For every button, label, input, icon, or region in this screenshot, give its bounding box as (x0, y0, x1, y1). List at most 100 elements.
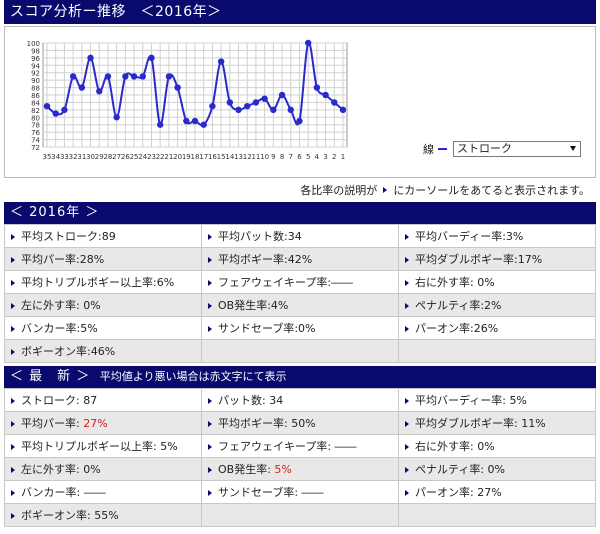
stat-value: 27% (477, 486, 502, 499)
x-tick-label: 25 (130, 153, 139, 161)
arrow-right-icon[interactable] (11, 280, 15, 286)
y-tick-label: 76 (31, 129, 40, 137)
arrow-right-icon[interactable] (11, 421, 15, 427)
table-row: ボギーオン率: 55% (4, 503, 596, 527)
stat-cell: 平均バーディー率: 5% (398, 388, 596, 412)
stat-cell (201, 503, 399, 527)
line-select[interactable]: ストローク (453, 141, 581, 157)
stat-value: 0% (487, 463, 505, 476)
arrow-right-icon[interactable] (208, 234, 212, 240)
stat-label: 平均トリプルボギー以上率: (21, 440, 161, 453)
x-tick-label: 20 (173, 153, 182, 161)
arrow-right-icon[interactable] (405, 280, 409, 286)
x-tick-label: 28 (103, 153, 112, 161)
arrow-right-icon[interactable] (11, 513, 15, 519)
stat-text: パーオン率:26% (415, 322, 499, 335)
stat-text: ボギーオン率:46% (21, 345, 116, 358)
arrow-right-icon[interactable] (405, 303, 409, 309)
table-row: 平均トリプルボギー以上率:6% フェアウェイキープ率:―― 右に外す率: 0% (4, 270, 596, 294)
stat-text: ペナルティ率:2% (415, 299, 502, 312)
stat-cell (398, 503, 596, 527)
arrow-right-icon[interactable] (405, 326, 409, 332)
x-tick-label: 15 (217, 153, 226, 161)
arrow-right-icon[interactable] (11, 303, 15, 309)
stat-cell: 左に外す率: 0% (4, 457, 202, 481)
x-tick-label: 9 (271, 153, 275, 161)
x-tick-label: 18 (191, 153, 200, 161)
arrow-right-icon[interactable] (405, 444, 409, 450)
arrow-right-icon[interactable] (405, 467, 409, 473)
arrow-right-icon[interactable] (405, 257, 409, 263)
y-tick-label: 86 (31, 92, 40, 100)
stat-cell: ペナルティ率: 0% (398, 457, 596, 481)
stat-text: 平均ボギー率:42% (218, 253, 313, 266)
data-point (87, 54, 94, 62)
section-latest-title: ＜ 最 新 ＞ (10, 369, 91, 384)
arrow-right-icon[interactable] (405, 398, 409, 404)
x-tick-label: 30 (86, 153, 95, 161)
stat-cell (201, 339, 399, 363)
stat-cell: 右に外す率: 0% (398, 434, 596, 458)
x-tick-label: 31 (77, 153, 86, 161)
x-tick-label: 8 (280, 153, 284, 161)
stat-cell: OB発生率:4% (201, 293, 399, 317)
table-row: ボギーオン率:46% (4, 339, 596, 363)
arrow-right-icon[interactable] (208, 326, 212, 332)
arrow-right-icon[interactable] (208, 467, 212, 473)
data-point (322, 91, 329, 99)
arrow-right-icon[interactable] (405, 490, 409, 496)
stat-cell: 平均トリプルボギー以上率: 5% (4, 434, 202, 458)
help-note-before: 各比率の説明が (300, 184, 378, 197)
arrow-right-icon[interactable] (11, 349, 15, 355)
y-tick-label: 90 (31, 77, 40, 85)
table-row: ストローク: 87 パット数: 34 平均バーディー率: 5% (4, 388, 596, 412)
stats-table-latest: ストローク: 87 パット数: 34 平均バーディー率: 5% 平均パー率: 27% 平… (4, 388, 596, 527)
arrow-right-icon[interactable] (11, 398, 15, 404)
stat-label: ストローク: (21, 394, 84, 407)
x-tick-label: 35 (43, 153, 52, 161)
y-tick-label: 100 (27, 40, 40, 48)
chevron-down-icon (570, 146, 576, 151)
stat-cell: OB発生率: 5% (201, 457, 399, 481)
stat-text: OB発生率:4% (218, 299, 289, 312)
arrow-right-icon[interactable] (405, 234, 409, 240)
x-tick-label: 12 (243, 153, 252, 161)
stat-text: バンカー率:5% (21, 322, 98, 335)
data-point (113, 114, 120, 121)
arrow-right-icon[interactable] (11, 444, 15, 450)
stat-cell: ストローク: 87 (4, 388, 202, 412)
stat-text: 右に外す率: 0% (415, 276, 495, 289)
x-tick-label: 14 (225, 153, 234, 161)
arrow-right-icon[interactable] (11, 467, 15, 473)
data-point (270, 106, 277, 114)
arrow-right-icon[interactable] (11, 234, 15, 240)
stat-value: 5% (160, 440, 178, 453)
stat-cell: 平均ボギー率: 50% (201, 411, 399, 435)
y-tick-label: 94 (31, 62, 40, 70)
arrow-right-icon[interactable] (208, 398, 212, 404)
arrow-right-icon[interactable] (11, 257, 15, 263)
data-point (287, 106, 294, 114)
stat-cell: パット数: 34 (201, 388, 399, 412)
arrow-right-icon[interactable] (208, 490, 212, 496)
arrow-right-icon[interactable] (208, 257, 212, 263)
arrow-right-icon[interactable] (11, 326, 15, 332)
y-tick-label: 82 (31, 107, 40, 115)
stat-cell: 平均パー率: 27% (4, 411, 202, 435)
arrow-right-icon[interactable] (208, 421, 212, 427)
stat-label: 平均ダブルボギー率: (415, 417, 522, 430)
table-row: 平均パー率:28% 平均ボギー率:42% 平均ダブルボギー率:17% (4, 247, 596, 271)
data-point (191, 117, 199, 125)
x-tick-label: 4 (315, 153, 320, 161)
arrow-right-icon[interactable] (11, 490, 15, 496)
y-tick-label: 72 (31, 144, 40, 152)
data-point (52, 110, 59, 117)
arrow-right-icon[interactable] (208, 444, 212, 450)
data-point (304, 39, 312, 47)
stat-cell (398, 339, 596, 363)
arrow-right-icon[interactable] (405, 421, 409, 427)
x-tick-label: 5 (306, 153, 310, 161)
arrow-right-icon[interactable] (208, 303, 212, 309)
arrow-right-icon[interactable] (208, 280, 212, 286)
stat-value: 5% (274, 463, 292, 476)
